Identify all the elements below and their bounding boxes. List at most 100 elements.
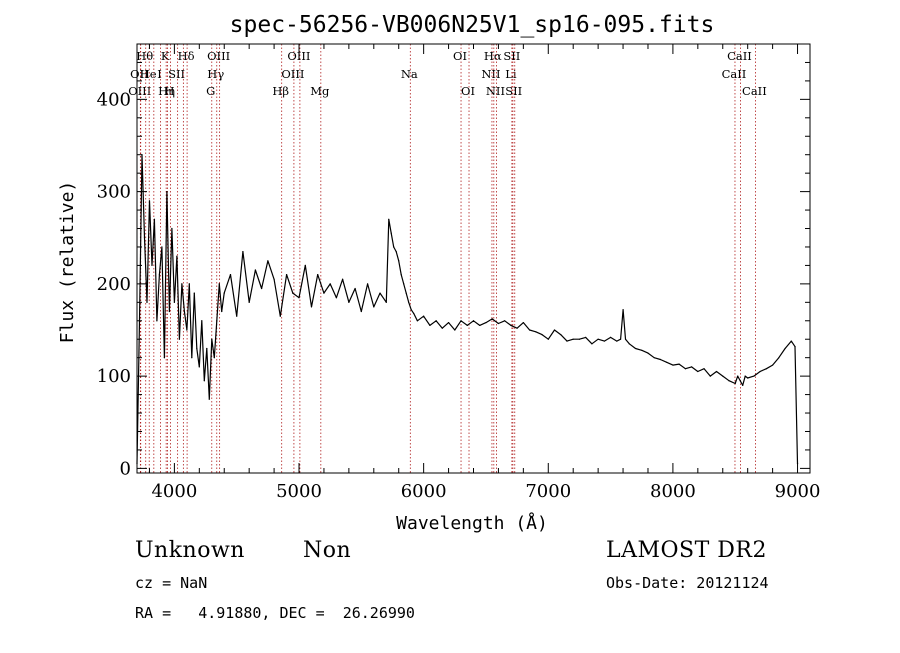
- spectrum-point: [203, 380, 205, 382]
- spectrum-point: [385, 301, 387, 303]
- spectrum-point: [176, 255, 178, 257]
- spectrum-point: [393, 246, 395, 248]
- x-tick-label: 5000: [276, 481, 322, 502]
- spectrum-point: [342, 278, 344, 280]
- spectrum-point: [485, 322, 487, 324]
- spectrum-point: [585, 336, 587, 338]
- spectrum-point: [304, 264, 306, 267]
- line-marker-label: CaII: [722, 67, 747, 81]
- line-marker-label: K: [161, 49, 170, 63]
- spectrum-point: [206, 347, 208, 350]
- x-axis-label: Wavelength (Å): [396, 512, 548, 534]
- spectrum-point: [348, 301, 350, 303]
- spectrum-point: [158, 274, 161, 276]
- spectrum-point: [547, 338, 549, 340]
- spectrum-point: [310, 306, 313, 308]
- spectrum-point: [790, 340, 792, 342]
- spectrum-point: [317, 274, 319, 276]
- spectrum-point: [522, 322, 524, 324]
- line-marker-label: Hθ: [136, 49, 153, 63]
- spectrum-point: [728, 380, 730, 382]
- spectrum-point: [201, 320, 203, 322]
- spectrum-point: [566, 340, 568, 342]
- spectrum-point: [405, 292, 407, 294]
- chart-title: spec-56256-VB006N25V1_sp16-095.fits: [230, 12, 715, 38]
- observation-date: Obs-Date: 20121124: [606, 574, 769, 592]
- spectrum-point: [753, 375, 755, 377]
- spectrum-point: [772, 364, 774, 366]
- spectrum-point: [236, 315, 238, 317]
- line-marker-label: OIII: [128, 84, 151, 98]
- spectrum-point: [759, 370, 761, 373]
- spectrum-point: [491, 318, 493, 320]
- spectrum-point: [416, 320, 419, 322]
- y-tick-label: 0: [120, 458, 131, 479]
- spectrum-point: [186, 329, 188, 331]
- spectrum-point: [213, 357, 215, 359]
- spectrum-point: [435, 320, 437, 322]
- line-marker-label: NII: [481, 67, 500, 81]
- spectrum-point: [229, 274, 232, 276]
- spectrum-point: [609, 336, 612, 338]
- spectrum-point: [510, 324, 512, 326]
- spectrum-point: [447, 322, 450, 324]
- spectrum-point: [460, 320, 462, 322]
- line-marker-label: OI: [453, 49, 467, 63]
- y-tick-label: 200: [97, 274, 131, 295]
- line-marker-label: Hα: [484, 49, 502, 63]
- spectrum-point: [403, 283, 405, 285]
- spectrum-point: [578, 338, 581, 340]
- line-marker-label: I: [157, 67, 162, 81]
- spectrum-point: [466, 324, 468, 326]
- spectrum-point: [709, 375, 711, 377]
- spectrum-point: [734, 382, 736, 385]
- spectrum-point: [335, 297, 338, 299]
- spectrum-point: [516, 327, 518, 329]
- y-axis-label: Flux (relative): [57, 181, 78, 344]
- spectrum-point: [504, 320, 506, 322]
- spectrum-point: [672, 364, 674, 366]
- spectrum-point: [354, 287, 356, 290]
- spectrum-point: [703, 368, 705, 370]
- spectrum-point: [223, 292, 225, 294]
- spectrum-point: [715, 370, 718, 373]
- spectrum-point: [178, 338, 180, 340]
- spectrum-point: [624, 338, 627, 340]
- spectrum-point: [390, 232, 392, 234]
- spectrum-point: [211, 338, 213, 340]
- line-marker-label: He: [140, 67, 157, 81]
- line-marker-label: OIII: [287, 49, 310, 63]
- spectrum-point: [248, 301, 250, 303]
- spectrum-point: [535, 331, 537, 333]
- spectrum-point: [619, 338, 622, 340]
- line-marker-label: Hδ: [178, 49, 195, 63]
- spectrum-point: [181, 283, 183, 285]
- spectrum-point: [603, 340, 605, 342]
- spectrum-point: [273, 278, 275, 280]
- spectrum-point: [742, 384, 744, 386]
- spectrum-point: [242, 250, 244, 253]
- y-tick-label: 300: [97, 182, 131, 203]
- y-tick-label: 400: [97, 89, 131, 110]
- spectrum-point: [198, 366, 200, 368]
- spectrum-point: [193, 292, 195, 294]
- spectrum-point: [739, 380, 741, 382]
- spectrum-point: [254, 269, 256, 271]
- spectrum-point: [497, 322, 500, 325]
- line-marker-label: OI: [461, 84, 475, 98]
- spectrum-point: [168, 310, 171, 313]
- spectrum-point: [373, 306, 375, 308]
- spectrum-point: [653, 357, 655, 359]
- x-tick-label: 4000: [151, 481, 197, 502]
- spectrum-point: [628, 343, 630, 345]
- line-marker-label: CaII: [727, 49, 752, 63]
- spectrum-point: [784, 347, 786, 350]
- spectrum-point: [216, 320, 218, 322]
- spectrum-point: [408, 301, 410, 303]
- line-marker-label: Hγ: [207, 67, 224, 81]
- spectrum-point: [388, 218, 390, 220]
- spectrum-point: [634, 347, 637, 350]
- spectrum-point: [191, 357, 193, 359]
